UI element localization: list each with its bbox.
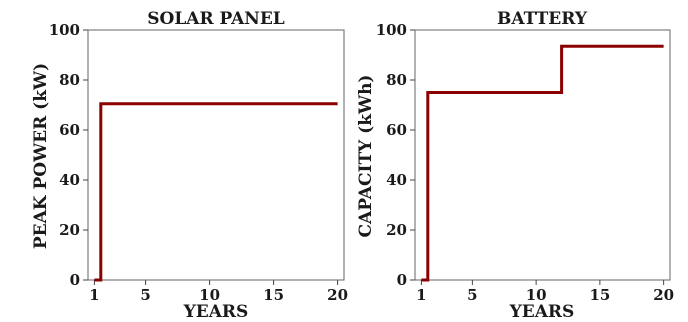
- y-tick-label: 100: [376, 21, 407, 39]
- chart-title: BATTERY: [497, 9, 588, 29]
- x-tick-label: 10: [526, 286, 547, 304]
- x-tick-label: 15: [589, 286, 610, 304]
- plot-frame: [87, 29, 345, 281]
- x-axis-label: YEARS: [183, 302, 249, 322]
- x-tick-label: 20: [327, 286, 348, 304]
- chart-title: SOLAR PANEL: [147, 9, 285, 29]
- battery-chart: BATTERY CAPACITY (kWh) YEARS 1 5 10 15 20020…: [356, 9, 674, 322]
- solar-panel-chart: SOLAR PANEL PEAK POWER (kW) YEARS 1 5 10 15…: [31, 9, 348, 322]
- x-tick-label: 5: [467, 286, 477, 304]
- y-tick-label: 100: [49, 21, 80, 39]
- x-tick-label: 10: [199, 286, 220, 304]
- x-tick-label: 1: [416, 286, 426, 304]
- y-tick-label: 60: [386, 121, 407, 139]
- y-tick-label: 40: [59, 171, 80, 189]
- series-layer: [421, 44, 664, 282]
- x-tick-label: 5: [140, 286, 150, 304]
- y-tick-label: 80: [59, 71, 80, 89]
- series-layer: [94, 102, 338, 282]
- y-tick-label: 20: [59, 221, 80, 239]
- y-axis-label: CAPACITY (kWh): [356, 75, 376, 238]
- y-tick-label: 0: [397, 271, 407, 289]
- series-line: [94, 102, 338, 282]
- y-tick-label: 40: [386, 171, 407, 189]
- y-tick-label: 0: [70, 271, 80, 289]
- x-tick-label: 20: [653, 286, 674, 304]
- y-axis-label: PEAK POWER (kW): [31, 63, 51, 249]
- series-line: [421, 44, 664, 282]
- x-axis-label: YEARS: [509, 302, 575, 322]
- y-tick-label: 20: [386, 221, 407, 239]
- x-tick-label: 15: [263, 286, 284, 304]
- y-tick-label: 60: [59, 121, 80, 139]
- plot-frame: [414, 29, 671, 281]
- y-tick-label: 80: [386, 71, 407, 89]
- x-tick-label: 1: [89, 286, 99, 304]
